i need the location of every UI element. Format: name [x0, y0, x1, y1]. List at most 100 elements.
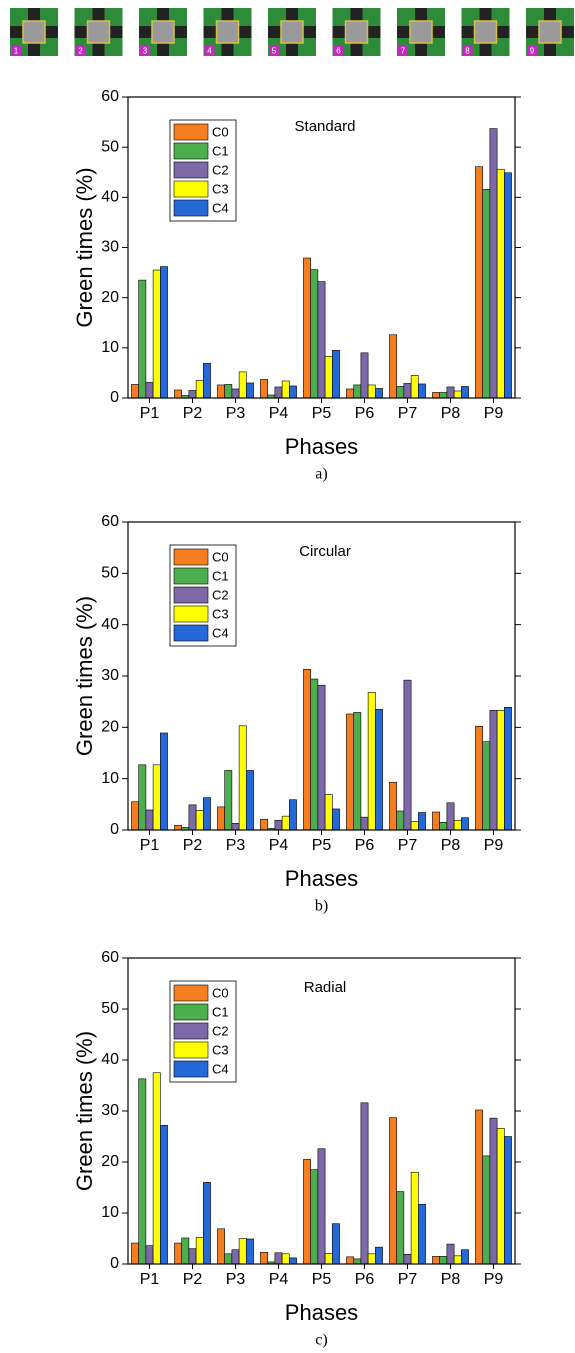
bar — [375, 388, 383, 399]
y-tick-label: 40 — [101, 616, 119, 633]
bar — [446, 802, 455, 831]
legend-label: C2 — [212, 162, 229, 177]
legend-label: C1 — [212, 143, 229, 158]
bar — [439, 821, 448, 831]
caption: c) — [315, 1332, 327, 1349]
y-tick-label: 60 — [101, 949, 119, 966]
bar — [131, 384, 139, 399]
legend-swatch — [173, 567, 209, 585]
legend-swatch — [173, 180, 209, 198]
y-tick-label: 20 — [101, 289, 119, 306]
legend-swatch — [173, 1060, 209, 1078]
y-tick-label: 50 — [101, 1000, 119, 1017]
legend-swatch — [173, 548, 209, 566]
bar — [482, 189, 491, 399]
x-tick-label: P5 — [312, 837, 332, 854]
y-tick-label: 50 — [101, 565, 119, 582]
x-tick-label: P7 — [398, 837, 418, 854]
y-tick-label: 10 — [101, 1204, 119, 1221]
x-tick-label: P8 — [441, 837, 461, 854]
bar — [152, 1072, 161, 1265]
bar — [195, 380, 204, 399]
bar — [360, 816, 369, 831]
icon-num-bg — [75, 46, 86, 56]
bar — [174, 389, 182, 399]
x-tick-label: P1 — [140, 405, 160, 422]
x-tick-label: P8 — [441, 405, 461, 422]
x-tick-label: P6 — [355, 405, 375, 422]
bar — [131, 1242, 139, 1265]
y-tick-label: 60 — [101, 88, 119, 105]
bar — [418, 1204, 426, 1265]
bar — [246, 1238, 254, 1265]
bar — [217, 1228, 225, 1265]
y-tick-label: 30 — [101, 667, 119, 684]
bar — [439, 392, 448, 399]
bar — [310, 269, 319, 399]
y-tick-label: 30 — [101, 1102, 119, 1119]
legend-swatch — [173, 1003, 209, 1021]
bar — [238, 1238, 247, 1265]
legend-swatch — [173, 1022, 209, 1040]
x-tick-label: P5 — [312, 405, 332, 422]
bar — [346, 1256, 354, 1265]
bar — [224, 770, 233, 831]
bar — [231, 1249, 240, 1265]
bar — [453, 819, 462, 831]
bar — [224, 384, 233, 399]
icon-number: 4 — [207, 47, 212, 56]
phase-icon: 5 — [268, 8, 316, 56]
bar — [410, 1171, 419, 1265]
x-tick-label: P1 — [140, 1271, 160, 1288]
x-tick-label: P4 — [269, 405, 289, 422]
plot-frame — [127, 957, 516, 1265]
bar — [152, 764, 161, 831]
bar — [195, 810, 204, 831]
y-tick-label: 20 — [101, 1153, 119, 1170]
bar — [260, 379, 268, 399]
bar — [317, 1148, 326, 1265]
bar — [188, 390, 197, 399]
y-tick-label: 40 — [101, 189, 119, 206]
junction — [151, 20, 175, 44]
x-tick-label: P1 — [140, 837, 160, 854]
x-tick-label: P2 — [183, 1271, 203, 1288]
icon-number: 3 — [143, 47, 148, 56]
bar — [375, 709, 383, 831]
chart-title: Standard — [295, 118, 356, 135]
y-tick-label: 60 — [101, 513, 119, 530]
bar — [461, 386, 469, 399]
bar — [224, 1253, 233, 1265]
junction — [215, 20, 240, 44]
bar — [346, 713, 354, 831]
bar — [446, 386, 455, 399]
bar — [181, 1237, 190, 1265]
bar — [489, 710, 498, 831]
x-tick-label: P7 — [398, 405, 418, 422]
x-tick-label: P4 — [269, 1271, 289, 1288]
icon-number: 2 — [78, 47, 83, 56]
bar — [360, 1102, 369, 1265]
plot-frame — [127, 521, 516, 831]
bar — [475, 166, 483, 399]
y-tick-label: 0 — [110, 821, 119, 838]
bar — [145, 382, 154, 399]
x-tick-label: P9 — [484, 405, 504, 422]
legend-label: C4 — [212, 625, 229, 640]
bar — [195, 1237, 204, 1265]
bar — [324, 794, 333, 831]
icon-num-bg — [462, 46, 473, 56]
bar — [274, 1252, 283, 1265]
bar — [353, 712, 362, 831]
bar — [303, 257, 311, 399]
bar — [317, 684, 326, 831]
bar — [418, 812, 426, 831]
bar — [475, 1109, 483, 1265]
bar — [432, 392, 440, 399]
x-tick-label: P5 — [312, 1271, 332, 1288]
legend-swatch — [173, 161, 209, 179]
phase-icon: 8 — [461, 8, 510, 56]
chart-title: Radial — [304, 979, 347, 996]
bar — [410, 820, 419, 831]
bar — [303, 1159, 311, 1265]
